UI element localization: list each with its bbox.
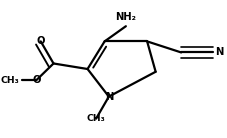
Text: CH₃: CH₃ xyxy=(1,75,19,85)
Text: N: N xyxy=(214,47,223,57)
Text: O: O xyxy=(32,75,41,85)
Text: O: O xyxy=(36,36,45,46)
Text: NH₂: NH₂ xyxy=(115,12,136,22)
Text: CH₃: CH₃ xyxy=(86,114,105,123)
Text: N: N xyxy=(104,92,113,102)
